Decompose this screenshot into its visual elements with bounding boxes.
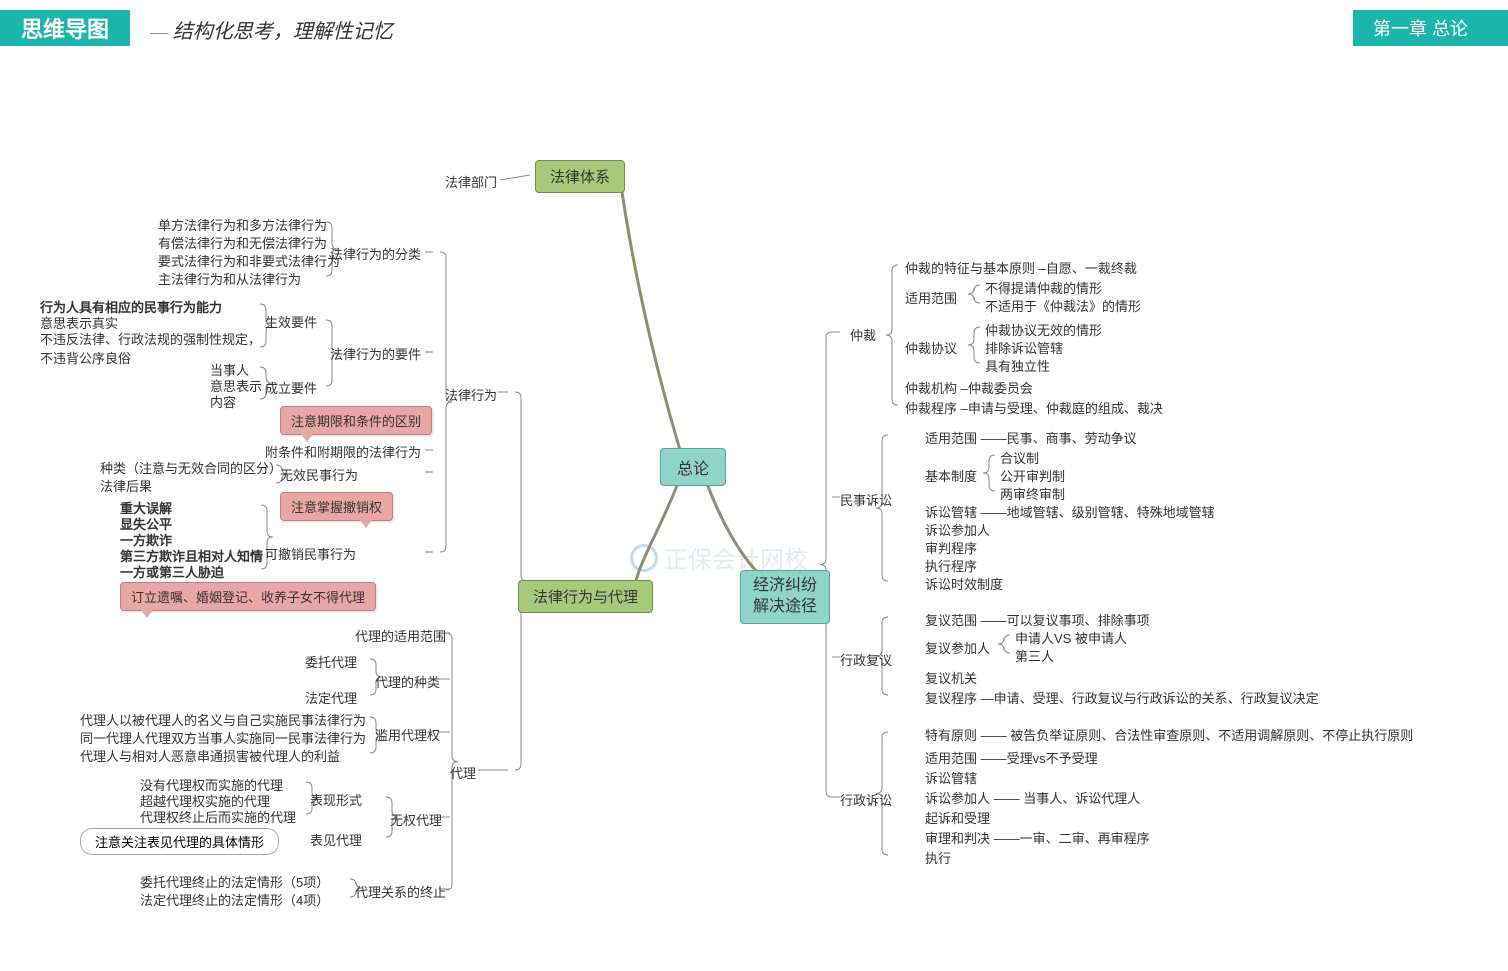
callout-agency-forbid: 订立遗嘱、婚姻登记、收养子女不得代理 (120, 582, 376, 611)
node-dispute: 经济纠纷解决途径 (740, 570, 830, 624)
right-child: 适用范围 ——受理vs不予受理 (925, 748, 1098, 767)
right-leaf: 第三人 (1015, 646, 1054, 665)
node-act-elements: 法律行为的要件 (330, 344, 421, 363)
right-leaf: 不适用于《仲裁法》的情形 (985, 296, 1141, 315)
termination-item: 委托代理终止的法定情形（5项） (140, 872, 329, 891)
right-leaf: 不得提请仲裁的情形 (985, 278, 1102, 297)
right-child: 复议参加人 (925, 638, 990, 657)
node-admin-lit: 行政诉讼 (840, 790, 892, 809)
right-leaf: 具有独立性 (985, 356, 1050, 375)
right-child: 适用范围 ——民事、商事、劳动争议 (925, 428, 1137, 447)
node-civil: 民事诉讼 (840, 490, 892, 509)
node-legal-dept: 法律部门 (445, 172, 497, 191)
act-classify-item: 单方法律行为和多方法律行为 (158, 215, 327, 234)
node-invalid: 无效民事行为 (280, 465, 358, 484)
node-form-req: 成立要件 (265, 378, 317, 397)
right-child: 诉讼参加人 (925, 520, 990, 539)
right-child: 起诉和受理 (925, 808, 990, 827)
callout-revoke: 注意掌握撤销权 (280, 492, 393, 521)
node-apparent: 表见代理 (310, 830, 362, 849)
right-child: 适用范围 (905, 288, 957, 307)
right-child: 诉讼管辖 ——地域管辖、级别管辖、特殊地域管辖 (925, 502, 1215, 521)
abuse-item: 代理人与相对人恶意串通损害被代理人的利益 (80, 746, 340, 765)
node-admin-review: 行政复议 (840, 650, 892, 669)
node-legal-act-agency: 法律行为与代理 (518, 580, 653, 613)
right-child: 仲裁程序 –申请与受理、仲裁庭的组成、裁决 (905, 398, 1163, 417)
right-leaf: 公开审判制 (1000, 466, 1065, 485)
node-abuse: 滥用代理权 (375, 725, 440, 744)
node-unauth: 无权代理 (390, 810, 442, 829)
header-subtitle: 结构化思考，理解性记忆 (150, 15, 393, 44)
right-child: 仲裁的特征与基本原则 –自愿、一裁终裁 (905, 258, 1137, 277)
node-revocable: 可撤销民事行为 (265, 544, 356, 563)
right-child: 诉讼管辖 (925, 768, 977, 787)
abuse-item: 同一代理人代理双方当事人实施同一民事法律行为 (80, 728, 366, 747)
agency-type-item: 法定代理 (305, 688, 357, 707)
unauth-form-item: 代理权终止后而实施的代理 (140, 807, 296, 826)
act-classify-item: 主法律行为和从法律行为 (158, 269, 301, 288)
node-legal-system: 法律体系 (535, 160, 625, 193)
right-child: 诉讼时效制度 (925, 574, 1003, 593)
right-leaf: 排除诉讼管辖 (985, 338, 1063, 357)
root-node: 总论 (660, 448, 726, 486)
node-agency-types: 代理的种类 (375, 672, 440, 691)
right-child: 复议机关 (925, 668, 977, 687)
revocable-item: 一方或第三人胁迫 (120, 562, 224, 581)
right-child: 审理和判决 ——一审、二审、再审程序 (925, 828, 1150, 847)
right-child: 审判程序 (925, 538, 977, 557)
node-act-classify: 法律行为的分类 (330, 244, 421, 263)
right-child: 仲裁协议 (905, 338, 957, 357)
header-title: 思维导图 (0, 10, 130, 46)
note-apparent: 注意关注表见代理的具体情形 (80, 828, 279, 855)
node-conditional: 附条件和附期限的法律行为 (265, 442, 421, 461)
node-valid-req: 生效要件 (265, 312, 317, 331)
header-chapter: 第一章 总论 (1353, 10, 1508, 46)
node-termination: 代理关系的终止 (355, 882, 446, 901)
node-unauth-form: 表现形式 (310, 790, 362, 809)
node-arbitration: 仲裁 (850, 325, 876, 344)
form-item: 内容 (210, 392, 236, 411)
termination-item: 法定代理终止的法定情形（4项） (140, 890, 329, 909)
invalid-item: 种类（注意与无效合同的区分） (100, 458, 282, 477)
right-child: 诉讼参加人 —— 当事人、诉讼代理人 (925, 788, 1140, 807)
right-child: 仲裁机构 –仲裁委员会 (905, 378, 1033, 397)
callout-condition: 注意期限和条件的区别 (280, 406, 432, 435)
right-leaf: 合议制 (1000, 448, 1039, 467)
right-child: 基本制度 (925, 466, 977, 485)
right-leaf: 两审终审制 (1000, 484, 1065, 503)
node-agency: 代理 (450, 763, 476, 782)
abuse-item: 代理人以被代理人的名义与自己实施民事法律行为 (80, 710, 366, 729)
invalid-item: 法律后果 (100, 476, 152, 495)
right-child: 复议范围 ——可以复议事项、排除事项 (925, 610, 1150, 629)
node-agency-scope: 代理的适用范围 (355, 626, 446, 645)
right-leaf: 申请人VS 被申请人 (1015, 628, 1127, 647)
node-legal-act: 法律行为 (445, 385, 497, 404)
right-child: 执行程序 (925, 556, 977, 575)
agency-type-item: 委托代理 (305, 652, 357, 671)
right-child: 执行 (925, 848, 951, 867)
act-classify-item: 要式法律行为和非要式法律行为 (158, 251, 340, 270)
right-child: 复议程序 —申请、受理、行政复议与行政诉讼的关系、行政复议决定 (925, 688, 1319, 707)
right-child: 特有原则 —— 被告负举证原则、合法性审查原则、不适用调解原则、不停止执行原则 (925, 725, 1413, 744)
right-leaf: 仲裁协议无效的情形 (985, 320, 1102, 339)
act-classify-item: 有偿法律行为和无偿法律行为 (158, 233, 327, 252)
